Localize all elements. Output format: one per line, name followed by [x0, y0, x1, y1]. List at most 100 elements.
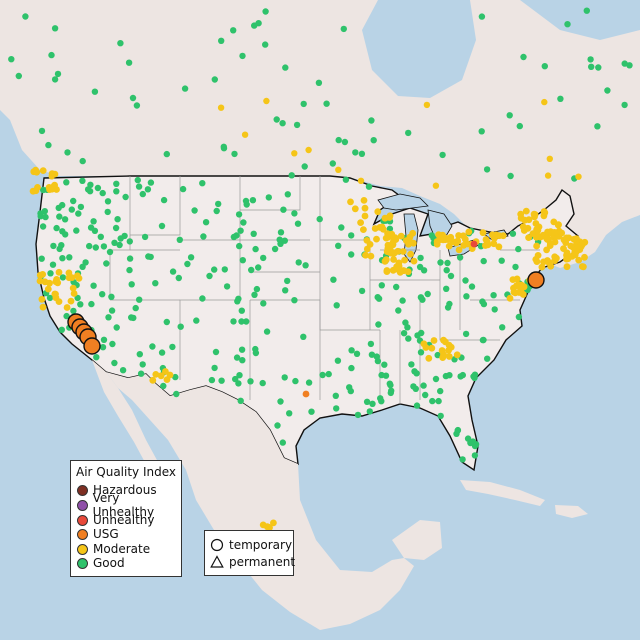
monitor-point-good — [237, 227, 244, 234]
monitor-point-good — [262, 41, 269, 48]
monitor-point-good — [512, 263, 519, 271]
monitor-point-good — [58, 326, 65, 333]
monitor-point-moderate — [553, 254, 560, 262]
monitor-point-moderate — [74, 272, 81, 280]
monitor-point-moderate — [455, 246, 463, 254]
legend-label-hazardous: Hazardous — [93, 483, 157, 497]
monitor-point-good — [105, 314, 112, 321]
monitor-point-good — [516, 122, 523, 130]
monitor-point-good — [99, 344, 107, 351]
monitor-point-good — [144, 186, 152, 193]
monitor-point-moderate — [563, 249, 571, 257]
monitor-point-moderate — [544, 172, 552, 179]
monitor-point-good — [484, 355, 491, 362]
monitor-point-good — [37, 210, 44, 217]
monitor-point-good — [378, 282, 385, 289]
monitor-point-moderate — [550, 218, 558, 226]
monitor-point-good — [94, 184, 102, 192]
arctic-island — [520, 0, 640, 40]
monitor-point-good — [45, 141, 52, 149]
monitor-point-good — [177, 323, 184, 330]
monitor-point-moderate — [241, 131, 249, 138]
legend-row-usg: USG — [77, 527, 119, 541]
monitor-point-good — [405, 129, 412, 137]
monitor-point-moderate — [68, 274, 76, 281]
monitor-point-good — [281, 237, 288, 244]
monitor-point-good — [417, 349, 425, 356]
monitor-point-moderate — [564, 255, 572, 263]
legend-row-unhealthy: Unhealthy — [77, 513, 154, 527]
monitor-point-moderate — [263, 523, 271, 531]
monitor-point-good — [199, 180, 206, 187]
monitor-point-good — [49, 261, 57, 268]
monitor-points — [8, 7, 633, 532]
monitor-point-good — [288, 172, 295, 179]
monitor-point-moderate — [217, 104, 225, 111]
monitor-point-good — [46, 294, 54, 302]
monitor-point-good — [181, 85, 189, 92]
monitor-point-good — [459, 456, 466, 463]
monitor-point-good — [399, 297, 406, 304]
monitor-point-good — [341, 138, 349, 146]
monitor-point-good — [348, 232, 355, 239]
monitor-point-moderate — [506, 294, 514, 302]
monitor-point-good — [112, 224, 120, 232]
monitor-point-moderate — [530, 210, 538, 218]
monitor-point-good — [158, 222, 166, 230]
monitor-point-good — [113, 188, 120, 195]
monitor-point-moderate — [360, 197, 368, 204]
monitor-point-good — [126, 238, 133, 245]
monitor-point-good — [462, 277, 469, 284]
monitor-point-good — [121, 232, 128, 240]
monitor-point-good — [564, 21, 571, 28]
legend-label-temporary: temporary — [229, 538, 293, 552]
monitor-point-moderate — [578, 263, 586, 270]
monitor-point-moderate — [428, 344, 436, 352]
monitor-point-good — [462, 330, 470, 338]
monitor-point-good — [483, 166, 491, 173]
monitor-point-moderate — [383, 268, 391, 275]
monitor-point-good — [626, 62, 633, 69]
legend-label-very-unhealthy: Very Unhealthy — [92, 491, 155, 519]
legend-row-moderate: Moderate — [77, 542, 150, 556]
monitor-point-good — [262, 8, 269, 15]
monitor-point-good — [93, 354, 100, 361]
monitor-point-good — [160, 382, 167, 390]
monitor-point-good — [463, 293, 470, 300]
monitor-point-good — [316, 215, 323, 223]
monitor-point-moderate — [484, 241, 492, 249]
monitor-point-good — [333, 302, 340, 309]
monitor-point-good — [393, 283, 400, 291]
monitor-point-good — [239, 357, 246, 364]
monitor-point-good — [232, 375, 239, 383]
monitor-point-good — [250, 230, 257, 237]
monitor-point-good — [292, 377, 299, 385]
monitor-point-good — [47, 270, 54, 277]
monitor-point-good — [583, 7, 590, 14]
monitor-point-usg-temporary — [83, 337, 101, 355]
monitor-point-good — [152, 280, 159, 287]
legend-label-usg: USG — [93, 527, 119, 541]
monitor-point-moderate — [575, 173, 582, 180]
canada-land — [0, 0, 640, 268]
monitor-point-good — [291, 210, 298, 217]
monitor-point-good — [48, 51, 55, 59]
monitor-point-good — [59, 255, 66, 262]
monitor-point-moderate — [166, 371, 174, 379]
monitor-point-good — [387, 389, 394, 397]
monitor-point-good — [420, 382, 427, 389]
monitor-point-good — [63, 179, 70, 186]
monitor-point-good — [236, 372, 243, 379]
monitor-point-good — [169, 268, 177, 275]
monitor-point-good — [276, 236, 283, 243]
hazardous-circle-icon — [77, 484, 88, 496]
monitor-point-moderate — [270, 519, 277, 527]
monitor-point-good — [300, 333, 307, 340]
monitor-point-moderate — [423, 101, 431, 109]
legend-label-good: Good — [93, 556, 125, 570]
moderate-circle-icon — [77, 543, 88, 555]
monitor-point-good — [432, 375, 440, 383]
monitor-point-good — [125, 59, 133, 66]
monitor-point-moderate — [162, 368, 169, 375]
monitor-point-good — [137, 370, 145, 377]
